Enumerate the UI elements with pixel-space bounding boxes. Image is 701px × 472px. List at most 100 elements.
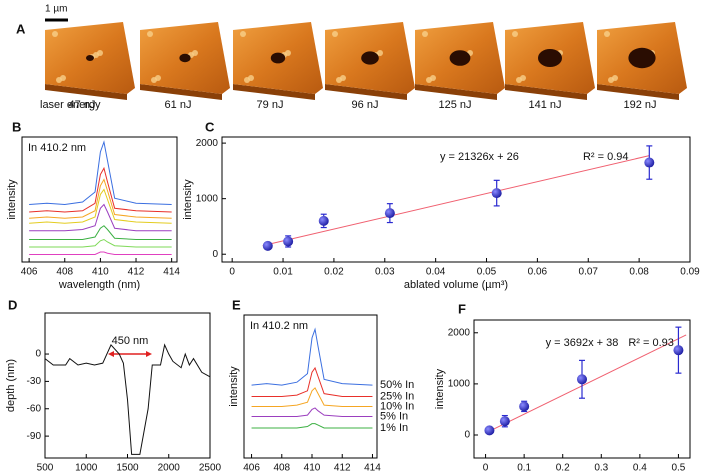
y-axis-label: intensity	[434, 368, 446, 409]
y-tick-label: 0	[35, 349, 41, 360]
series-line	[251, 423, 373, 429]
series-line	[29, 203, 172, 232]
afm-hole	[538, 49, 562, 67]
x-tick-label: 0.01	[273, 267, 293, 278]
data-point	[384, 208, 395, 219]
data-point	[499, 416, 510, 427]
x-tick-label: 0.06	[528, 267, 548, 278]
plot-frame	[21, 136, 178, 263]
panel-letter: F	[458, 301, 466, 316]
afm-grain	[520, 75, 526, 81]
afm-grain	[604, 31, 610, 37]
fit-line	[262, 155, 650, 247]
afm-grain	[340, 75, 346, 81]
afm-grain	[332, 31, 338, 37]
data-point	[318, 215, 329, 226]
x-tick-label: 0.2	[556, 463, 570, 472]
series-line	[29, 238, 172, 248]
series-line	[251, 366, 373, 398]
data-point	[491, 188, 502, 199]
afm-hole	[361, 51, 379, 65]
y-tick-label: -30	[27, 376, 42, 387]
afm-grain	[52, 31, 58, 37]
x-tick-label: 0.03	[375, 267, 395, 278]
afm-side	[415, 84, 497, 100]
x-tick-label: 414	[364, 463, 381, 472]
y-tick-label: -60	[27, 403, 42, 414]
r-squared: R² = 0.93	[628, 337, 674, 349]
afm-hole	[270, 52, 286, 64]
energy-value: 79 nJ	[257, 99, 284, 111]
x-tick-label: 0	[483, 463, 489, 472]
x-axis-label: wavelength (nm)	[58, 279, 140, 291]
data-point	[519, 401, 530, 412]
afm-grain	[248, 75, 254, 81]
series-label: 50% In	[380, 379, 414, 391]
x-axis-label: ablated volume (µm³)	[404, 279, 508, 291]
r-squared: R² = 0.94	[583, 151, 629, 163]
afm-grain	[60, 75, 66, 81]
series-line	[251, 387, 373, 408]
y-axis-label: depth (nm)	[5, 359, 17, 412]
y-axis-label: intensity	[228, 366, 240, 407]
energy-value: 47 nJ	[69, 99, 96, 111]
annotation: 450 nm	[112, 335, 149, 347]
x-tick-label: 2000	[158, 463, 181, 472]
afm-side	[140, 84, 222, 100]
afm-hole	[179, 53, 191, 63]
series-line	[29, 251, 172, 255]
series-line	[44, 343, 211, 455]
x-tick-label: 0.08	[629, 267, 649, 278]
x-tick-label: 410	[304, 463, 321, 472]
x-tick-label: 0.5	[671, 463, 685, 472]
x-tick-label: 412	[334, 463, 351, 472]
afm-hole	[449, 50, 471, 66]
x-tick-label: 0.07	[579, 267, 599, 278]
y-tick-label: 0	[212, 249, 218, 260]
series-line	[251, 327, 373, 386]
afm-grain	[612, 75, 618, 81]
energy-value: 61 nJ	[165, 99, 192, 111]
data-point	[644, 157, 655, 168]
x-tick-label: 414	[163, 267, 180, 278]
data-point	[673, 345, 684, 356]
y-tick-label: 2000	[448, 327, 471, 338]
x-tick-label: 1500	[116, 463, 139, 472]
x-tick-label: 0.04	[426, 267, 446, 278]
series-line	[29, 225, 172, 240]
afm-side	[325, 84, 407, 100]
x-tick-label: 0.3	[594, 463, 608, 472]
series-label: 10% In	[380, 400, 414, 412]
y-tick-label: 1000	[196, 193, 219, 204]
series-line	[29, 188, 172, 224]
data-point	[283, 236, 294, 247]
plot-frame	[243, 314, 378, 459]
afm-hole	[86, 55, 94, 61]
energy-value: 96 nJ	[352, 99, 379, 111]
afm-grain	[512, 31, 518, 37]
y-axis-label: intensity	[6, 179, 18, 220]
afm-grain	[192, 50, 198, 56]
x-tick-label: 408	[56, 267, 73, 278]
arrow-head	[146, 351, 152, 357]
x-tick-label: 410	[92, 267, 109, 278]
plot-frame	[473, 319, 691, 459]
data-point	[262, 240, 273, 251]
afm-side	[45, 84, 127, 100]
afm-side	[597, 84, 679, 100]
series-line	[29, 166, 172, 213]
arrow-head	[108, 351, 114, 357]
y-axis-label: intensity	[182, 179, 194, 220]
afm-side	[233, 84, 315, 100]
afm-grain	[97, 50, 103, 56]
x-tick-label: 408	[273, 463, 290, 472]
y-tick-label: 2000	[196, 138, 219, 149]
series-label: 25% In	[380, 390, 414, 402]
panel-letter: A	[16, 21, 26, 36]
panel-letter: D	[8, 297, 17, 312]
x-tick-label: 0	[229, 267, 235, 278]
afm-grain	[377, 50, 383, 56]
fit-equation: y = 3692x + 38	[546, 337, 619, 349]
fit-line	[485, 334, 687, 434]
